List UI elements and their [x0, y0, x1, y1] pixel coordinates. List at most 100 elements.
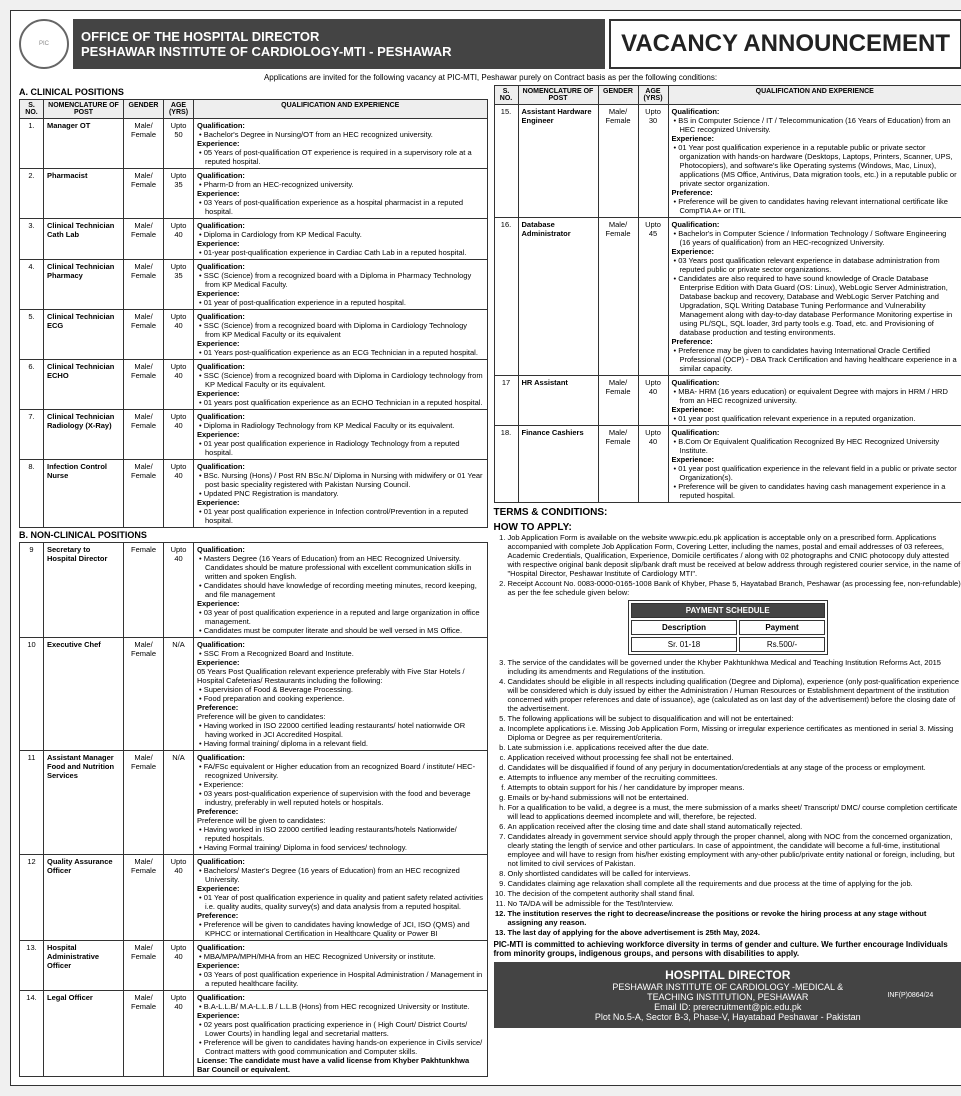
- pay-r1: Sr. 01-18: [631, 637, 738, 652]
- cell-age: Upto 40: [164, 410, 194, 460]
- cell-gender: Male/ Female: [598, 105, 638, 218]
- cell-gender: Male/ Female: [124, 410, 164, 460]
- header: PIC OFFICE OF THE HOSPITAL DIRECTOR PESH…: [19, 19, 961, 69]
- term-item: The service of the candidates will be go…: [508, 658, 961, 676]
- cell-gender: Male/ Female: [124, 460, 164, 528]
- right-column: S. NO. NOMENCLATURE OF POST GENDER AGE (…: [494, 85, 961, 1077]
- col-post: NOMENCLATURE OF POST: [44, 100, 124, 119]
- cell-post: Database Administrator: [518, 218, 598, 376]
- institute-title: PESHAWAR INSTITUTE OF CARDIOLOGY-MTI - P…: [81, 44, 597, 59]
- cell-sno: 2.: [20, 169, 44, 219]
- col-age-r: AGE (YRS): [638, 86, 668, 105]
- cell-sno: 16.: [494, 218, 518, 376]
- subterm-item: For a qualification to be valid, a degre…: [508, 803, 961, 821]
- columns: A. CLINICAL POSITIONS S. NO. NOMENCLATUR…: [19, 85, 961, 1077]
- table-row: 7.Clinical Technician Radiology (X-Ray)M…: [20, 410, 488, 460]
- cell-post: Clinical Technician ECG: [44, 310, 124, 360]
- cell-age: Upto 40: [638, 376, 668, 426]
- clinical-table: S. NO. NOMENCLATURE OF POST GENDER AGE (…: [19, 99, 488, 528]
- nonclinical-table-right: S. NO. NOMENCLATURE OF POST GENDER AGE (…: [494, 85, 961, 503]
- cell-age: Upto 40: [164, 991, 194, 1077]
- term-item: Candidates already in government service…: [508, 832, 961, 868]
- office-title: OFFICE OF THE HOSPITAL DIRECTOR: [81, 29, 597, 44]
- cell-gender: Male/ Female: [124, 169, 164, 219]
- table-row: 11Assistant Manager Food and Nutrition S…: [20, 751, 488, 855]
- cell-gender: Female: [124, 543, 164, 638]
- cell-sno: 3.: [20, 219, 44, 260]
- term-item: Only shortlisted candidates will be call…: [508, 869, 961, 878]
- cell-gender: Male/ Female: [598, 376, 638, 426]
- payment-schedule: PAYMENT SCHEDULE DescriptionPayment Sr. …: [628, 600, 828, 655]
- cell-post: HR Assistant: [518, 376, 598, 426]
- pay-h2: Payment: [739, 620, 825, 635]
- terms-block: Job Application Form is available on the…: [494, 533, 961, 937]
- nonclinical-table-left: 9Secretary to Hospital DirectorFemale Upt…: [19, 542, 488, 1077]
- footer-line1: PESHAWAR INSTITUTE OF CARDIOLOGY -MEDICA…: [591, 982, 865, 1002]
- cell-qual: Qualification:• Diploma in Radiology Tec…: [194, 410, 488, 460]
- footer-title: HOSPITAL DIRECTOR: [591, 968, 865, 982]
- cell-qual: Qualification:• SSC From a Recognized Bo…: [194, 638, 488, 751]
- cell-age: Upto 35: [164, 169, 194, 219]
- cell-sno: 17: [494, 376, 518, 426]
- table-row: 8.Infection Control NurseMale/ FemaleUpt…: [20, 460, 488, 528]
- cell-post: Quality Assurance Officer: [44, 855, 124, 941]
- footer-inf: INF(P)0864/24: [865, 992, 956, 999]
- term-item: The following applications will be subje…: [508, 714, 961, 723]
- cell-qual: Qualification:• FA/FSc equivalent or Hig…: [194, 751, 488, 855]
- cell-post: Secretary to Hospital Director: [44, 543, 124, 638]
- terms-title: TERMS & CONDITIONS:: [494, 507, 961, 518]
- cell-qual: Qualification:• B.Com Or Equivalent Qual…: [668, 426, 961, 503]
- cell-gender: Male/ Female: [124, 119, 164, 169]
- logo-icon: PIC: [19, 19, 69, 69]
- cell-age: N/A: [164, 638, 194, 751]
- col-gender-r: GENDER: [598, 86, 638, 105]
- intro-text: Applications are invited for the followi…: [19, 73, 961, 82]
- cell-gender: Male/ Female: [124, 260, 164, 310]
- cell-qual: Qualification:• SSC (Science) from a rec…: [194, 260, 488, 310]
- subterm-item: Late submission i.e. applications receiv…: [508, 743, 961, 752]
- cell-qual: Qualification:• Bachelor's in Computer S…: [668, 218, 961, 376]
- term-item: The decision of the competent authority …: [508, 889, 961, 898]
- cell-post: Assistant Hardware Engineer: [518, 105, 598, 218]
- footer-email: Email ID: prerecruitment@pic.edu.pk: [591, 1002, 865, 1012]
- cell-age: Upto 40: [164, 460, 194, 528]
- col-qe-r: QUALIFICATION AND EXPERIENCE: [668, 86, 961, 105]
- cell-age: Upto 50: [164, 119, 194, 169]
- cell-age: Upto 40: [164, 941, 194, 991]
- footer-addr: Plot No.5-A, Sector B-3, Phase-V, Hayata…: [591, 1012, 865, 1022]
- table-row: 17HR AssistantMale/ FemaleUpto 40Qualifi…: [494, 376, 961, 426]
- table-row: 15.Assistant Hardware EngineerMale/ Fema…: [494, 105, 961, 218]
- term-item: Receipt Account No. 0083-0000-0165-1008 …: [508, 579, 961, 597]
- cell-gender: Male/ Female: [598, 218, 638, 376]
- cell-gender: Male/ Female: [124, 219, 164, 260]
- cell-sno: 8.: [20, 460, 44, 528]
- howto-title: HOW TO APPLY:: [494, 522, 961, 533]
- diversity-note: PIC-MTI is committed to achieving workfo…: [494, 940, 961, 958]
- pay-title: PAYMENT SCHEDULE: [631, 603, 825, 618]
- cell-post: Assistant Manager Food and Nutrition Ser…: [44, 751, 124, 855]
- table-row: 2.PharmacistMale/ FemaleUpto 35Qualifica…: [20, 169, 488, 219]
- cell-sno: 9: [20, 543, 44, 638]
- cell-qual: Qualification:• BS in Computer Science /…: [668, 105, 961, 218]
- subterm-item: Candidates will be disqualified if found…: [508, 763, 961, 772]
- table-row: 3.Clinical Technician Cath LabMale/ Fema…: [20, 219, 488, 260]
- cell-sno: 11: [20, 751, 44, 855]
- cell-age: Upto 45: [638, 218, 668, 376]
- vacancy-title: VACANCY ANNOUNCEMENT: [609, 19, 961, 69]
- cell-qual: Qualification:• SSC (Science) from a rec…: [194, 310, 488, 360]
- cell-qual: Qualification:• B.A-L.L.B/ M.A-L.L.B / L…: [194, 991, 488, 1077]
- cell-qual: Qualification:• Bachelors/ Master's Degr…: [194, 855, 488, 941]
- cell-age: Upto 40: [164, 360, 194, 410]
- table-row: 16.Database AdministratorMale/ FemaleUpt…: [494, 218, 961, 376]
- term-item: The last day of applying for the above a…: [508, 928, 961, 937]
- cell-qual: Qualification:• Masters Degree (16 Years…: [194, 543, 488, 638]
- table-row: 10Executive ChefMale/ FemaleN/AQualifica…: [20, 638, 488, 751]
- subterm-item: Attempts to obtain support for his / her…: [508, 783, 961, 792]
- col-qe: QUALIFICATION AND EXPERIENCE: [194, 100, 488, 119]
- cell-sno: 18.: [494, 426, 518, 503]
- left-column: A. CLINICAL POSITIONS S. NO. NOMENCLATUR…: [19, 85, 488, 1077]
- cell-age: Upto 40: [164, 855, 194, 941]
- term-item: An application received after the closin…: [508, 822, 961, 831]
- table-row: 5.Clinical Technician ECGMale/ FemaleUpt…: [20, 310, 488, 360]
- pay-r2: Rs.500/-: [739, 637, 825, 652]
